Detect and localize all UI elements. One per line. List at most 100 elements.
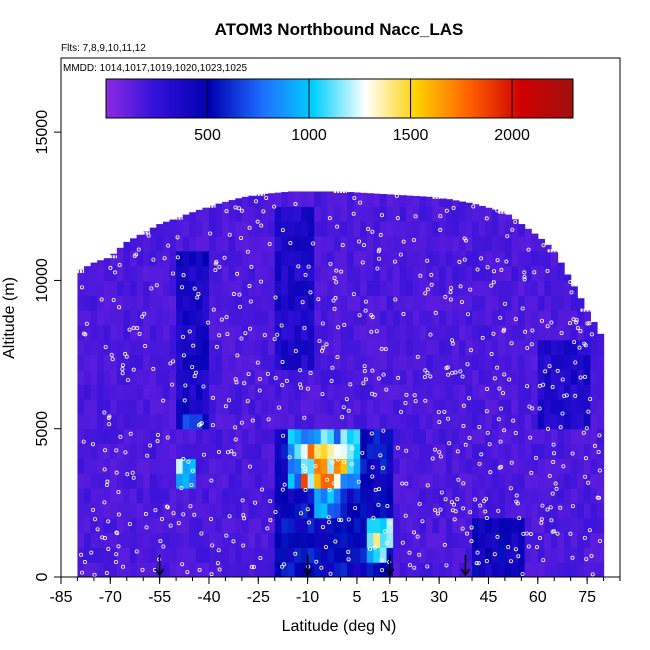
- sample-point: [293, 201, 298, 206]
- heatmap-cell: [432, 547, 440, 563]
- heatmap-cell: [261, 310, 269, 326]
- heatmap-cell: [103, 488, 111, 504]
- sample-point: [477, 424, 482, 429]
- sample-point: [442, 409, 447, 414]
- heatmap-cell: [136, 562, 144, 577]
- sample-point: [522, 270, 527, 275]
- heatmap-cell: [531, 399, 539, 415]
- sample-point: [582, 535, 587, 540]
- heatmap-cell: [301, 384, 309, 400]
- heatmap-cell: [255, 295, 263, 311]
- sample-point: [586, 480, 591, 485]
- heatmap-cell: [156, 517, 164, 534]
- heatmap-cell: [504, 517, 513, 534]
- heatmap-cell: [281, 192, 289, 207]
- sample-point: [335, 457, 340, 462]
- heatmap-cell: [518, 324, 526, 341]
- sample-point: [103, 345, 108, 350]
- heatmap-cell: [439, 265, 447, 282]
- heatmap-cell: [176, 280, 184, 296]
- heatmap-cell: [491, 532, 499, 548]
- sample-point: [415, 534, 420, 539]
- heatmap-cell: [386, 310, 394, 326]
- heatmap-cell: [406, 195, 414, 207]
- sample-point: [362, 369, 367, 374]
- heatmap-cell: [393, 473, 401, 489]
- heatmap-cell: [202, 384, 210, 400]
- heatmap-cell: [176, 413, 184, 430]
- sample-point: [469, 539, 474, 544]
- heatmap-cell: [478, 443, 486, 459]
- heatmap-cell: [320, 339, 328, 356]
- heatmap-cell: [564, 562, 572, 577]
- heatmap-cell: [287, 369, 296, 385]
- heatmap-cell: [379, 413, 388, 430]
- heatmap-cell: [531, 295, 539, 311]
- heatmap-cell: [550, 280, 559, 296]
- heatmap-cell: [261, 354, 269, 370]
- heatmap-cell: [261, 295, 269, 311]
- heatmap-cell: [557, 547, 565, 563]
- heatmap-cell: [524, 384, 532, 400]
- heatmap-cell: [320, 310, 328, 326]
- heatmap-cell: [333, 413, 342, 430]
- heatmap-cell: [182, 488, 190, 504]
- sample-point: [346, 517, 351, 522]
- heatmap-cell: [478, 339, 486, 356]
- heatmap-cell: [333, 502, 342, 519]
- heatmap-cell: [347, 310, 355, 326]
- heatmap-cell: [353, 443, 361, 459]
- heatmap-cell: [202, 295, 210, 311]
- sample-point: [590, 572, 595, 577]
- heatmap-cell: [136, 547, 144, 563]
- heatmap-cell: [116, 502, 125, 519]
- heatmap-cell: [478, 488, 486, 504]
- heatmap-cell: [544, 547, 552, 563]
- heatmap-cell: [524, 399, 532, 415]
- sample-point: [574, 318, 579, 323]
- sample-point: [327, 487, 332, 492]
- heatmap-cell: [399, 502, 407, 519]
- sample-point: [249, 564, 254, 569]
- heatmap-cell: [340, 206, 348, 222]
- sample-point: [248, 299, 253, 304]
- sample-point: [176, 521, 181, 526]
- heatmap-cell: [406, 443, 414, 459]
- heatmap-cell: [261, 339, 269, 356]
- heatmap-cell: [439, 428, 447, 445]
- sample-point: [578, 329, 583, 334]
- heatmap-cell: [570, 562, 578, 577]
- heatmap-cell: [432, 280, 440, 296]
- heatmap-cell: [425, 295, 434, 311]
- heatmap-cell: [110, 473, 118, 489]
- heatmap-cell: [248, 206, 256, 222]
- heatmap-cell: [110, 547, 118, 563]
- heatmap-cell: [491, 250, 499, 267]
- heatmap-cell: [353, 235, 361, 252]
- sample-point: [371, 515, 376, 520]
- sample-point: [127, 327, 132, 332]
- heatmap-cell: [399, 562, 407, 577]
- heatmap-cell: [366, 562, 374, 577]
- heatmap-cell: [241, 502, 250, 519]
- heatmap-cell: [320, 532, 328, 548]
- heatmap-cell: [103, 562, 111, 577]
- heatmap-cell: [439, 488, 447, 504]
- heatmap-cell: [268, 532, 276, 548]
- sample-point: [513, 547, 518, 552]
- heatmap-cell: [314, 206, 322, 222]
- sample-point: [356, 479, 361, 484]
- heatmap-cell: [472, 221, 480, 237]
- sample-point: [353, 506, 358, 511]
- x-tick-label: -40: [197, 589, 220, 606]
- sample-point: [360, 450, 365, 455]
- heatmap-cell: [373, 339, 381, 356]
- y-tick-label: 0: [34, 572, 51, 581]
- heatmap-cell: [373, 547, 381, 563]
- heatmap-cell: [169, 413, 177, 430]
- heatmap-cell: [241, 413, 250, 430]
- heatmap-cell: [307, 310, 315, 326]
- heatmap-cell: [366, 193, 374, 207]
- heatmap-cell: [596, 369, 605, 385]
- heatmap-cell: [116, 384, 125, 400]
